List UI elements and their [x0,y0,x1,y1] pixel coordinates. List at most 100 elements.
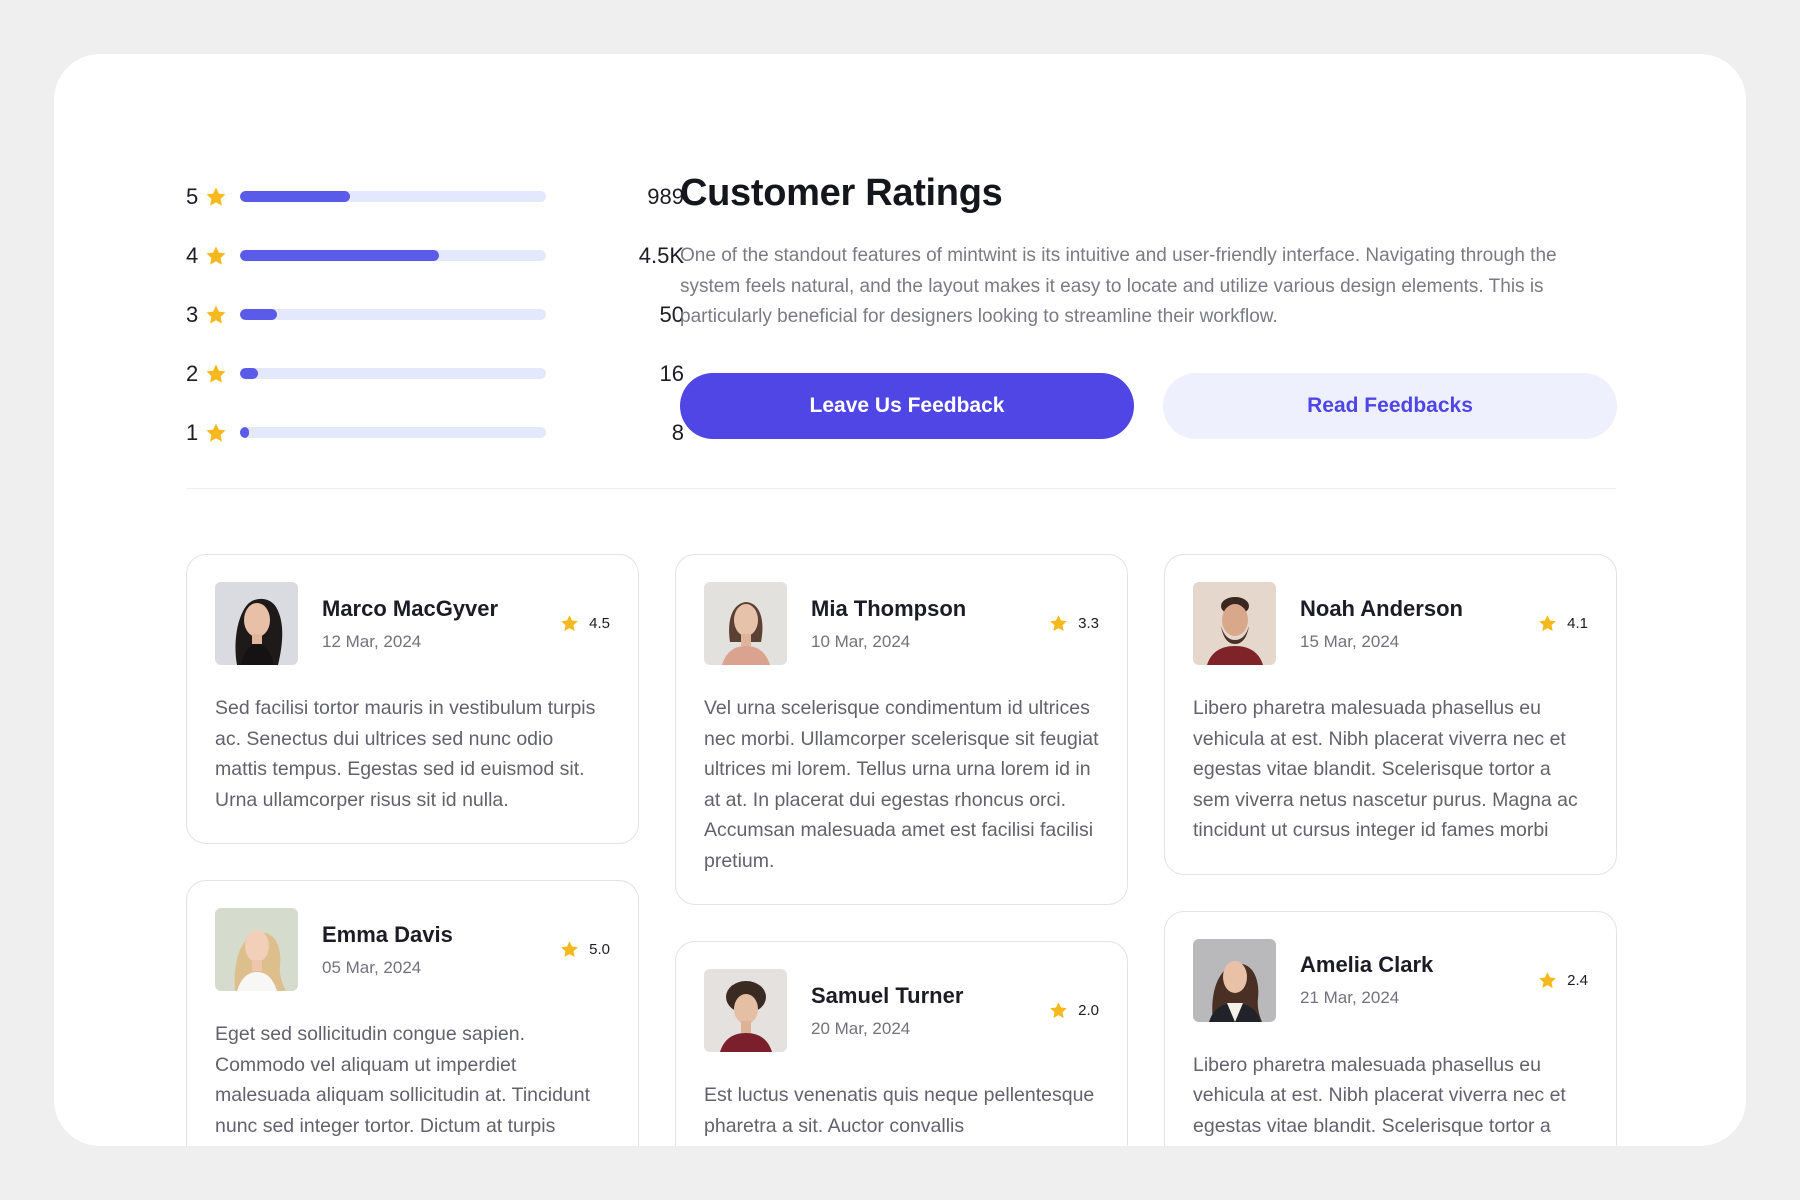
avatar [704,582,787,665]
rating-row-1: 1 8 [186,403,684,462]
review-score: 2.4 [1537,970,1588,991]
rating-level: 2 [186,360,199,386]
review-card: Mia Thompson 10 Mar, 2024 3.3 Vel urna s… [675,554,1128,905]
reviewer-name: Samuel Turner [811,982,964,1008]
rating-row-5: 5 989 [186,167,684,226]
review-score: 4.5 [559,613,610,634]
rating-count: 50 [659,301,684,327]
rating-row-2: 2 16 [186,344,684,403]
review-score-value: 2.4 [1567,971,1588,989]
section-divider [186,488,1616,489]
review-score-value: 5.0 [589,941,610,958]
review-score-value: 2.0 [1078,1002,1099,1019]
review-card: Samuel Turner 20 Mar, 2024 2.0 Est luctu… [675,941,1128,1146]
review-header: Marco MacGyver 12 Mar, 2024 4.5 [215,582,610,665]
review-card: Amelia Clark 21 Mar, 2024 2.4 Libero pha… [1164,910,1617,1146]
review-header: Mia Thompson 10 Mar, 2024 3.3 [704,582,1099,665]
rating-row-3: 3 50 [186,285,684,344]
review-score-value: 4.5 [589,615,610,632]
rating-progress-bar [240,309,546,320]
review-card: Marco MacGyver 12 Mar, 2024 4.5 Sed faci… [186,554,639,844]
star-icon [206,246,226,265]
review-score-value: 4.1 [1567,615,1588,632]
review-text: Eget sed sollicitudin congue sapien. Com… [215,1023,591,1137]
star-icon [1539,971,1556,988]
review-score: 2.0 [1048,1000,1099,1021]
read-feedbacks-button[interactable]: Read Feedbacks [1163,372,1617,439]
star-icon [206,305,226,324]
rating-progress-bar [240,368,546,379]
avatar [704,969,787,1052]
review-score: 5.0 [559,939,610,960]
star-icon [1050,615,1067,632]
avatar [1193,938,1276,1022]
reviewer-name: Marco MacGyver [322,595,499,621]
rating-count: 8 [671,419,684,445]
review-text: Vel urna scelerisque condimentum id ultr… [704,697,1099,872]
rating-progress-bar [240,191,546,202]
review-header: Amelia Clark 21 Mar, 2024 2.4 [1193,938,1588,1022]
review-text: Est luctus venenatis quis neque pellente… [704,1084,1095,1137]
review-score: 4.1 [1537,613,1588,634]
reviewer-info: Noah Anderson 15 Mar, 2024 [1300,596,1537,652]
reviewer-info: Mia Thompson 10 Mar, 2024 [811,596,1048,652]
review-header: Noah Anderson 15 Mar, 2024 4.1 [1193,582,1588,665]
ratings-description: One of the standout features of mintwint… [680,245,1557,327]
rating-level: 4 [186,242,199,268]
rating-level: 1 [186,419,199,445]
rating-distribution: 5 989 4 4.5K 3 50 2 16 1 8 [186,167,684,462]
review-header: Samuel Turner 20 Mar, 2024 2.0 [704,969,1099,1052]
review-text: Sed facilisi tortor mauris in vestibulum… [215,697,596,811]
review-date: 12 Mar, 2024 [322,631,422,651]
rating-progress-fill [240,427,250,438]
star-icon [1539,615,1556,632]
review-card: Emma Davis 05 Mar, 2024 5.0 Eget sed sol… [186,880,639,1146]
action-buttons: Leave Us Feedback Read Feedbacks [680,372,1620,439]
page-title: Customer Ratings [680,172,1003,214]
review-score: 3.3 [1048,613,1099,634]
rating-level: 5 [186,183,199,209]
rating-count: 4.5K [638,242,684,268]
reviewer-name: Mia Thompson [811,595,967,621]
avatar [215,582,298,665]
review-header: Emma Davis 05 Mar, 2024 5.0 [215,908,610,991]
reviewer-name: Noah Anderson [1300,595,1463,621]
review-date: 15 Mar, 2024 [1300,631,1400,651]
rating-progress-fill [240,250,439,261]
reviewer-info: Marco MacGyver 12 Mar, 2024 [322,596,559,652]
rating-count: 989 [647,183,684,209]
reviewer-info: Emma Davis 05 Mar, 2024 [322,922,559,978]
review-score-value: 3.3 [1078,615,1099,632]
rating-progress-bar [240,427,546,438]
star-icon [561,941,578,958]
star-icon [206,364,226,383]
star-icon [1050,1002,1067,1019]
reviewer-name: Amelia Clark [1300,952,1434,977]
rating-level: 3 [186,301,199,327]
avatar [1193,582,1276,665]
reviews-column-3: Noah Anderson 15 Mar, 2024 4.1 Libero ph… [1164,554,1617,1146]
review-text: Libero pharetra malesuada phasellus eu v… [1193,697,1578,841]
review-date: 20 Mar, 2024 [811,1018,911,1038]
review-card: Noah Anderson 15 Mar, 2024 4.1 Libero ph… [1164,554,1617,875]
rating-progress-fill [240,309,277,320]
review-date: 21 Mar, 2024 [1300,988,1400,1007]
rating-progress-bar [240,250,546,261]
review-date: 05 Mar, 2024 [322,957,422,977]
star-icon [206,187,226,206]
rating-count: 16 [659,360,684,386]
review-text: Libero pharetra malesuada phasellus eu v… [1193,1053,1566,1137]
reviewer-name: Emma Davis [322,921,453,947]
ratings-intro: Customer Ratings One of the standout fea… [680,172,1620,439]
star-icon [206,423,226,442]
reviews-column-2: Mia Thompson 10 Mar, 2024 3.3 Vel urna s… [675,554,1128,1146]
ratings-card: 5 989 4 4.5K 3 50 2 16 1 8 [54,54,1746,1146]
star-icon [561,615,578,632]
rating-progress-fill [240,191,351,202]
avatar [215,908,298,991]
rating-row-4: 4 4.5K [186,226,684,285]
reviews-column-1: Marco MacGyver 12 Mar, 2024 4.5 Sed faci… [186,554,639,1146]
reviewer-info: Amelia Clark 21 Mar, 2024 [1300,952,1537,1008]
rating-progress-fill [240,368,259,379]
leave-feedback-button[interactable]: Leave Us Feedback [680,372,1134,439]
